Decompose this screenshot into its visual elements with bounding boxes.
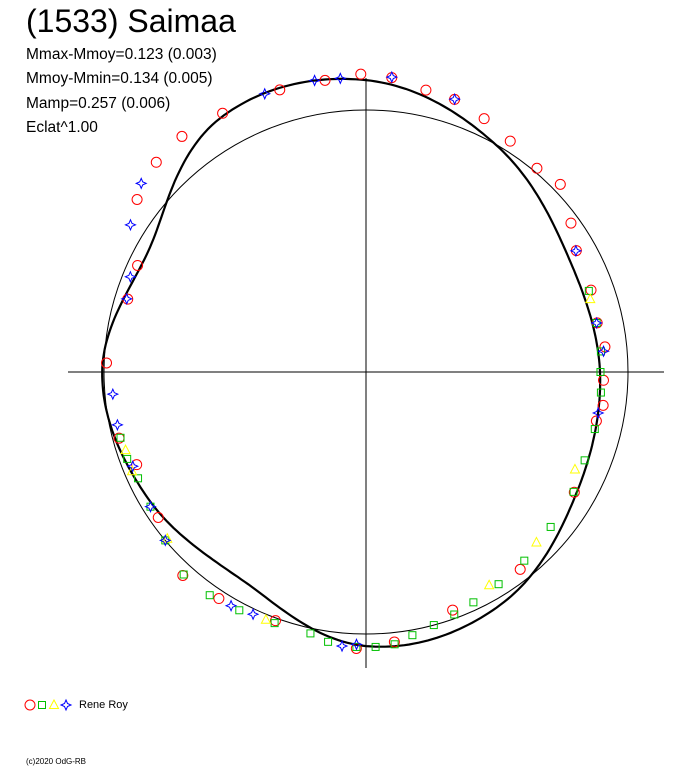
stat-eclat: Eclat^1.00 [26,119,98,136]
legend-label: Rene Roy [79,699,128,711]
blue-star-point [448,92,461,106]
yellow-triangle-point [569,463,581,474]
red-circle-point [565,217,577,229]
legend-red-circle [24,699,36,711]
green-square-point [270,619,279,628]
green-square-point [520,556,529,565]
red-circle-point [568,486,580,498]
red-circle-point [388,636,400,648]
blue-star-point [385,70,399,84]
green-square-point [569,487,578,496]
green-square-point [146,502,155,511]
blue-star-point [597,344,610,358]
red-circle-point [599,341,611,353]
red-circle-point [478,113,490,125]
green-square-point [306,629,315,638]
red-circle-point [504,135,516,147]
stat-mmoy-mmin: Mmoy-Mmin=0.134 (0.005) [26,70,213,87]
blue-star-point [591,406,605,420]
green-square-point [494,580,503,589]
blue-star-point [111,418,124,432]
yellow-triangle-point [260,613,272,624]
red-circle-point [131,194,143,206]
green-square-point [590,425,599,434]
green-square-point [469,598,478,607]
blue-star-point [124,270,137,284]
blue-star-point [258,87,272,101]
chart-title: (1533) Saimaa [26,3,236,39]
legend-blue-star [59,698,73,712]
blue-star-point [134,177,148,190]
green-square-point [596,368,605,376]
blue-star-point [308,74,321,87]
blue-star-point [335,639,349,653]
red-circle-point [554,178,566,190]
green-square-point [123,454,132,463]
green-square-point [596,347,605,356]
red-circle-point [269,615,281,627]
legend-green-square [38,701,46,709]
stat-mamp: Mamp=0.257 (0.006) [26,95,171,112]
green-square-point [584,286,593,295]
blue-star-point [124,218,137,232]
green-square-point [116,433,125,442]
blue-star-point [246,607,260,621]
yellow-triangle-point [531,536,542,547]
blue-star-point [106,387,120,401]
copyright-credit: (c)2020 OdG-RB [26,757,87,766]
red-circle-point [217,107,229,119]
fit-curve [101,77,602,648]
red-circle-point [213,593,225,605]
green-square-point [546,522,555,531]
red-circle-point [597,399,609,411]
green-square-point [179,570,188,579]
red-circle-point [514,563,526,575]
red-circle-point [177,569,189,581]
red-circle-point [176,130,188,142]
red-circle-point [531,162,543,174]
green-square-point [390,640,399,649]
stat-mmax-mmoy: Mmax-Mmoy=0.123 (0.003) [26,46,217,63]
reference-circle [103,109,629,635]
blue-star-point [350,638,363,651]
yellow-triangle-point [483,579,495,590]
red-circle-point [420,84,432,96]
blue-star-point [569,244,583,258]
green-square-point [450,610,459,619]
blue-star-point [334,72,347,85]
red-circle-point [447,604,459,616]
green-square-point [205,591,214,600]
legend-yellow-triangle [48,698,60,709]
blue-star-point [144,500,157,513]
red-circle-point [132,259,144,271]
blue-star-point [120,292,133,306]
red-circle-point [150,156,162,168]
yellow-triangle-point [126,465,138,476]
green-square-point [580,456,589,465]
green-square-point [408,631,417,640]
green-square-point [352,642,361,651]
red-circle-point [355,68,367,80]
green-square-point [592,318,601,327]
red-circle-point [274,84,286,96]
green-square-point [596,388,605,397]
green-square-point [371,642,380,651]
green-square-point [429,621,438,630]
red-circle-point [585,284,597,296]
yellow-triangle-point [120,444,131,455]
green-square-point [235,606,244,615]
blue-star-point [590,316,603,330]
blue-star-point [159,534,172,547]
blue-star-point [126,459,140,473]
blue-star-point [224,599,238,612]
yellow-triangle-point [584,293,596,304]
red-circle-point [152,511,164,523]
green-square-point [324,637,333,646]
red-circle-point [101,357,113,369]
green-square-point [134,474,143,483]
